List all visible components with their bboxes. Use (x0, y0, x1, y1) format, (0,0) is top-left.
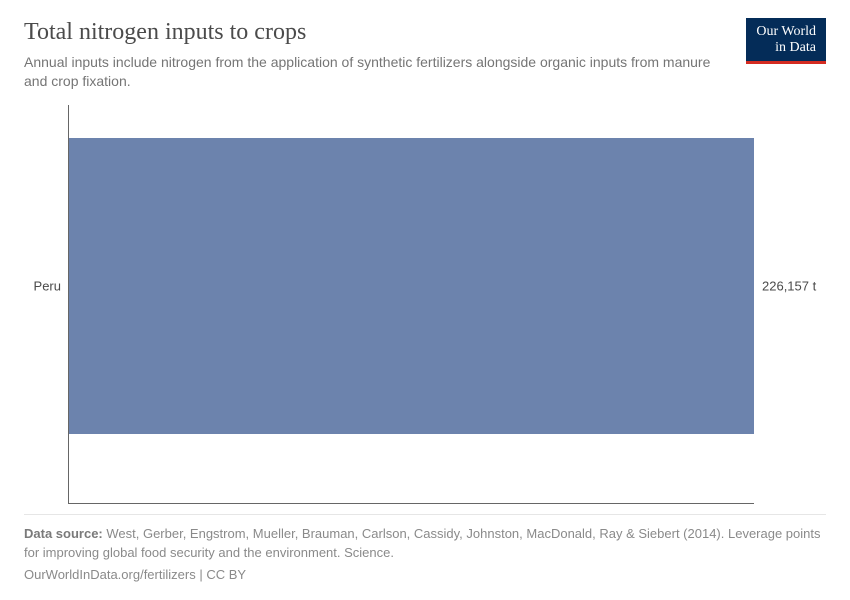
chart-area: Peru 226,157 t (24, 105, 826, 505)
chart-subtitle: Annual inputs include nitrogen from the … (24, 53, 730, 91)
chart-container: Total nitrogen inputs to crops Annual in… (0, 0, 850, 600)
source-link[interactable]: OurWorldInData.org/fertilizers (24, 567, 196, 582)
footer-source: Data source: West, Gerber, Engstrom, Mue… (24, 525, 826, 561)
source-label: Data source: (24, 526, 103, 541)
header-row: Total nitrogen inputs to crops Annual in… (24, 18, 826, 91)
category-label: Peru (34, 279, 69, 294)
value-label: 226,157 t (754, 279, 816, 294)
plot-region: Peru226,157 t (68, 105, 754, 505)
logo-line2: in Data (775, 40, 816, 55)
chart-title: Total nitrogen inputs to crops (24, 18, 730, 47)
logo-line1: Our World (756, 24, 816, 39)
footer-attribution: OurWorldInData.org/fertilizers | CC BY (24, 566, 826, 584)
chart-footer: Data source: West, Gerber, Engstrom, Mue… (24, 514, 826, 584)
license: CC BY (206, 567, 246, 582)
title-block: Total nitrogen inputs to crops Annual in… (24, 18, 746, 91)
owid-logo: Our World in Data (746, 18, 826, 64)
source-text: West, Gerber, Engstrom, Mueller, Brauman… (24, 526, 821, 559)
license-sep: | (196, 567, 207, 582)
bar (69, 138, 754, 433)
